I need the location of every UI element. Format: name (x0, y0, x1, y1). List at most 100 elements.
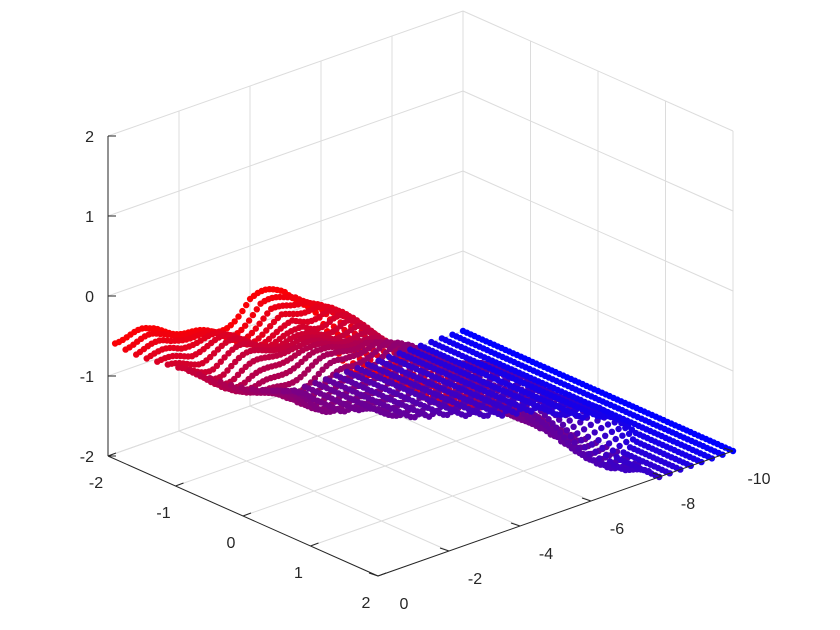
scatter-point (571, 439, 578, 446)
points-layer (111, 286, 737, 481)
grid-layer (107, 10, 734, 577)
grid-line-wall-z2 (462, 250, 734, 372)
scatter-point (553, 424, 560, 431)
scatter-point (217, 358, 224, 365)
grid-line-floor-y (249, 405, 521, 527)
scatter-point (580, 426, 588, 433)
scatter-point (612, 435, 619, 443)
scatter-point (603, 451, 610, 459)
z-tick-label: 2 (85, 129, 94, 146)
scatter-point (243, 301, 250, 309)
scatter-strip (459, 327, 737, 455)
scatter-point (235, 313, 242, 320)
grid-line-wall-z2 (462, 90, 734, 212)
y-tick-mark (581, 497, 592, 502)
x-tick-mark (377, 572, 387, 577)
scatter-point (594, 417, 601, 424)
scatter-point (541, 412, 548, 419)
x-tick-label: 2 (362, 595, 371, 612)
scatter-point (608, 428, 616, 435)
y-tick-mark (510, 522, 521, 527)
y-tick-label: -8 (681, 496, 695, 513)
scatter-point (602, 432, 609, 439)
scatter-point (592, 448, 599, 455)
scatter-point (605, 440, 613, 447)
x-tick-label: 0 (227, 535, 236, 552)
y-axis-line (377, 450, 734, 577)
scatter-point (264, 310, 271, 317)
x-tick-mark (107, 452, 117, 457)
scatter-point (228, 362, 235, 370)
scatter-point (587, 421, 594, 428)
scatter-point (578, 437, 585, 444)
scatter-point (305, 366, 312, 373)
scatter-point (270, 318, 278, 326)
scatter-point (513, 410, 520, 417)
y-tick-mark (439, 547, 450, 552)
scatter-point (559, 421, 567, 428)
scatter-point (609, 447, 617, 454)
scatter-point (557, 429, 564, 436)
x-tick-mark (175, 482, 184, 487)
scatter-point (563, 427, 571, 434)
y-tick-label: -4 (539, 546, 553, 563)
scatter-point (549, 420, 556, 427)
scatter-point (301, 370, 308, 377)
grid-line-floor-y (178, 430, 450, 552)
scatter-point (570, 423, 577, 430)
scatter-point (245, 317, 253, 324)
scatter-point (234, 371, 242, 378)
scatter-point (252, 325, 259, 332)
y-tick-label: -6 (610, 521, 624, 538)
scatter-point (263, 327, 270, 334)
scatter-point (315, 370, 322, 378)
scatter-point (545, 416, 552, 423)
x-tick-label: -1 (156, 505, 170, 522)
y-tick-mark (723, 447, 734, 452)
scatter-point (595, 437, 602, 444)
scatter-point (231, 375, 238, 383)
scatter-strip (428, 338, 705, 466)
x-tick-mark (242, 512, 252, 517)
scatter-point (231, 318, 238, 325)
scatter-point (574, 430, 581, 437)
scatter-strip (333, 363, 610, 458)
grid-line-wall-z (107, 170, 464, 297)
scatter-point (260, 315, 267, 322)
scatter-point (564, 439, 572, 446)
scatter-point (596, 455, 603, 462)
scatter-point (616, 442, 623, 450)
scatter-point (239, 307, 246, 315)
scatter-point (560, 434, 568, 441)
scatter-point (249, 311, 257, 319)
scatter-point (591, 429, 598, 436)
axes-layer (107, 135, 734, 577)
scatter-point (256, 320, 263, 327)
scatter-point (567, 433, 574, 440)
grid-line-wall-z (107, 10, 464, 137)
scatter-strip (438, 335, 716, 462)
x-tick-label: 1 (294, 565, 303, 582)
scatter-strip (449, 331, 726, 458)
scatter-point (311, 375, 319, 382)
scatter-point (259, 331, 266, 338)
scatter-point (213, 362, 221, 369)
scatter-point (248, 329, 256, 337)
scatter-point (623, 438, 630, 446)
y-tick-mark (652, 472, 663, 477)
y-tick-mark (368, 572, 379, 577)
scatter-point (615, 425, 622, 433)
scatter-point (585, 450, 593, 458)
z-tick-label: -2 (80, 449, 94, 466)
scatter-point (221, 354, 228, 361)
scatter-point (242, 322, 249, 329)
scatter-point (238, 326, 245, 334)
scatter-point (598, 424, 605, 432)
scatter-point (588, 441, 595, 448)
z-tick-label: 1 (85, 209, 94, 226)
scatter-point (550, 429, 557, 436)
grid-line-wall-z2 (462, 170, 734, 292)
scatter-point (575, 445, 582, 452)
